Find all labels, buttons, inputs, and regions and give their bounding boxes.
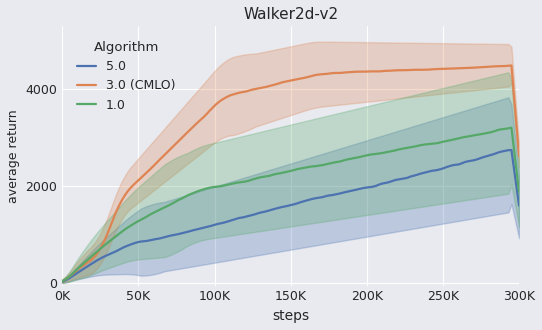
3.0 (CMLO): [508, 63, 515, 67]
3.0 (CMLO): [482, 65, 489, 69]
5.0: [516, 204, 522, 208]
3.0 (CMLO): [59, 279, 66, 283]
X-axis label: steps: steps: [272, 309, 309, 323]
Title: Walker2d-v2: Walker2d-v2: [243, 7, 338, 22]
1.0: [259, 175, 265, 179]
1.0: [516, 190, 522, 194]
Y-axis label: average return: average return: [7, 109, 20, 203]
1.0: [59, 279, 66, 283]
Legend: 5.0, 3.0 (CMLO), 1.0: 5.0, 3.0 (CMLO), 1.0: [68, 32, 184, 120]
5.0: [508, 148, 515, 152]
Line: 1.0: 1.0: [62, 128, 519, 281]
1.0: [508, 126, 515, 130]
3.0 (CMLO): [243, 89, 250, 93]
3.0 (CMLO): [444, 67, 451, 71]
3.0 (CMLO): [259, 86, 265, 90]
1.0: [482, 131, 489, 135]
1.0: [243, 179, 250, 183]
3.0 (CMLO): [371, 69, 378, 73]
5.0: [259, 210, 265, 214]
5.0: [371, 184, 378, 188]
5.0: [59, 280, 66, 284]
Line: 3.0 (CMLO): 3.0 (CMLO): [62, 65, 519, 281]
5.0: [418, 171, 425, 175]
3.0 (CMLO): [516, 154, 522, 158]
1.0: [418, 143, 425, 147]
5.0: [243, 214, 250, 218]
5.0: [444, 165, 451, 169]
1.0: [371, 152, 378, 156]
1.0: [444, 139, 451, 143]
5.0: [482, 154, 489, 158]
3.0 (CMLO): [418, 68, 425, 72]
Line: 5.0: 5.0: [62, 150, 519, 282]
